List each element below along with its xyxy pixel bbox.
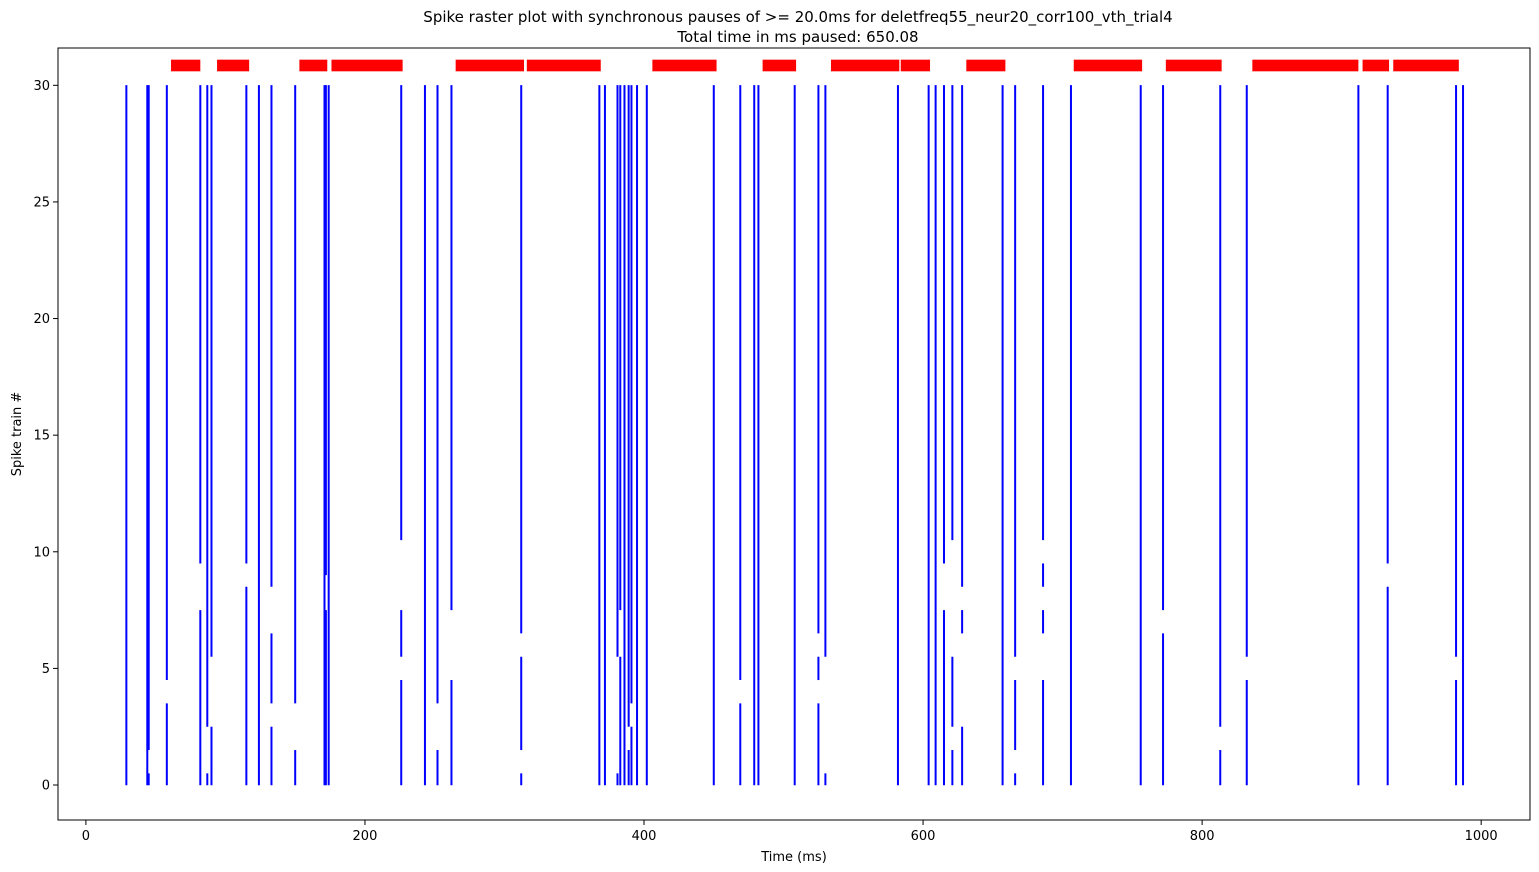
y-tick-label: 20 <box>33 312 50 327</box>
x-tick-label: 800 <box>1190 829 1215 844</box>
pause-bar <box>966 59 1006 72</box>
y-axis-label: Spike train # <box>10 392 25 477</box>
pause-bar <box>652 59 717 72</box>
pause-bar <box>217 59 250 72</box>
x-tick-label: 1000 <box>1465 829 1498 844</box>
pause-bar <box>830 59 900 72</box>
pause-bar <box>526 59 601 72</box>
y-tick-label: 10 <box>33 545 50 560</box>
x-axis-label: Time (ms) <box>760 850 827 865</box>
y-tick-label: 15 <box>33 429 50 444</box>
x-tick-label: 600 <box>911 829 936 844</box>
y-tick-label: 25 <box>33 195 50 210</box>
pause-bar <box>299 59 328 72</box>
x-tick-label: 400 <box>632 829 657 844</box>
chart-title-line2: Total time in ms paused: 650.08 <box>676 28 918 46</box>
pause-bar <box>1165 59 1222 72</box>
pause-bar <box>1362 59 1390 72</box>
pause-bar <box>331 59 403 72</box>
x-tick-label: 200 <box>353 829 378 844</box>
pause-bar <box>900 59 931 72</box>
y-tick-label: 0 <box>42 779 50 794</box>
plot-frame <box>57 47 1531 821</box>
pause-bar <box>762 59 797 72</box>
y-tick-label: 30 <box>33 79 50 94</box>
chart-title-line1: Spike raster plot with synchronous pause… <box>423 8 1172 27</box>
y-tick-label: 5 <box>42 662 50 677</box>
pause-bar <box>1073 59 1143 72</box>
pause-bar <box>171 59 201 72</box>
pause-bar <box>455 59 525 72</box>
x-tick-label: 0 <box>82 829 90 844</box>
plot-area <box>125 59 1465 786</box>
pause-bar <box>1252 59 1359 72</box>
axis-ticks: 0 200 400 600 800 1000 0 5 10 15 20 25 30 <box>33 79 1497 844</box>
pause-bar <box>1393 59 1459 72</box>
